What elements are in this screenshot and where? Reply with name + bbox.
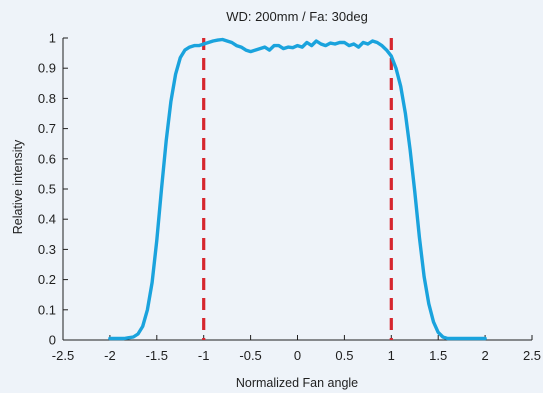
y-tick-label: 0.8 [38,91,56,106]
x-tick-label: -1.5 [146,348,168,363]
y-tick-label: 0.6 [38,151,56,166]
x-tick-label: 0 [294,348,301,363]
x-tick-label: 2.5 [523,348,541,363]
x-tick-label: 0.5 [335,348,353,363]
series-line [108,37,487,341]
y-tick-label: 0.9 [38,61,56,76]
chart-title: WD: 200mm / Fa: 30deg [226,9,368,24]
y-tick-label: 0.3 [38,242,56,257]
y-tick-label: 0.7 [38,121,56,136]
tick-labels: -2.5 -2 -1.5 -1 -0.5 0 0.5 1 1.5 2 2.5 0 0.1 0.2 0.3 0.… [38,31,541,364]
x-tick-label: 1.5 [429,348,447,363]
x-tick-label: -2.5 [52,348,74,363]
y-tick-label: 1 [49,31,56,46]
y-tick-label: 0.1 [38,302,56,317]
x-tick-label: 2 [481,348,488,363]
y-tick-label: 0.2 [38,272,56,287]
x-tick-label: -2 [104,348,116,363]
series-group [108,37,487,341]
y-tick-label: 0 [49,333,56,348]
marker-lines [202,38,393,340]
x-tick-label: -1 [198,348,210,363]
x-tick-label: 1 [388,348,395,363]
y-axis-label: Relative intensity [11,139,25,234]
y-tick-label: 0.5 [38,182,56,197]
x-tick-label: -0.5 [239,348,261,363]
y-tick-label: 0.4 [38,212,56,227]
x-axis-label: Normalized Fan angle [236,376,358,390]
